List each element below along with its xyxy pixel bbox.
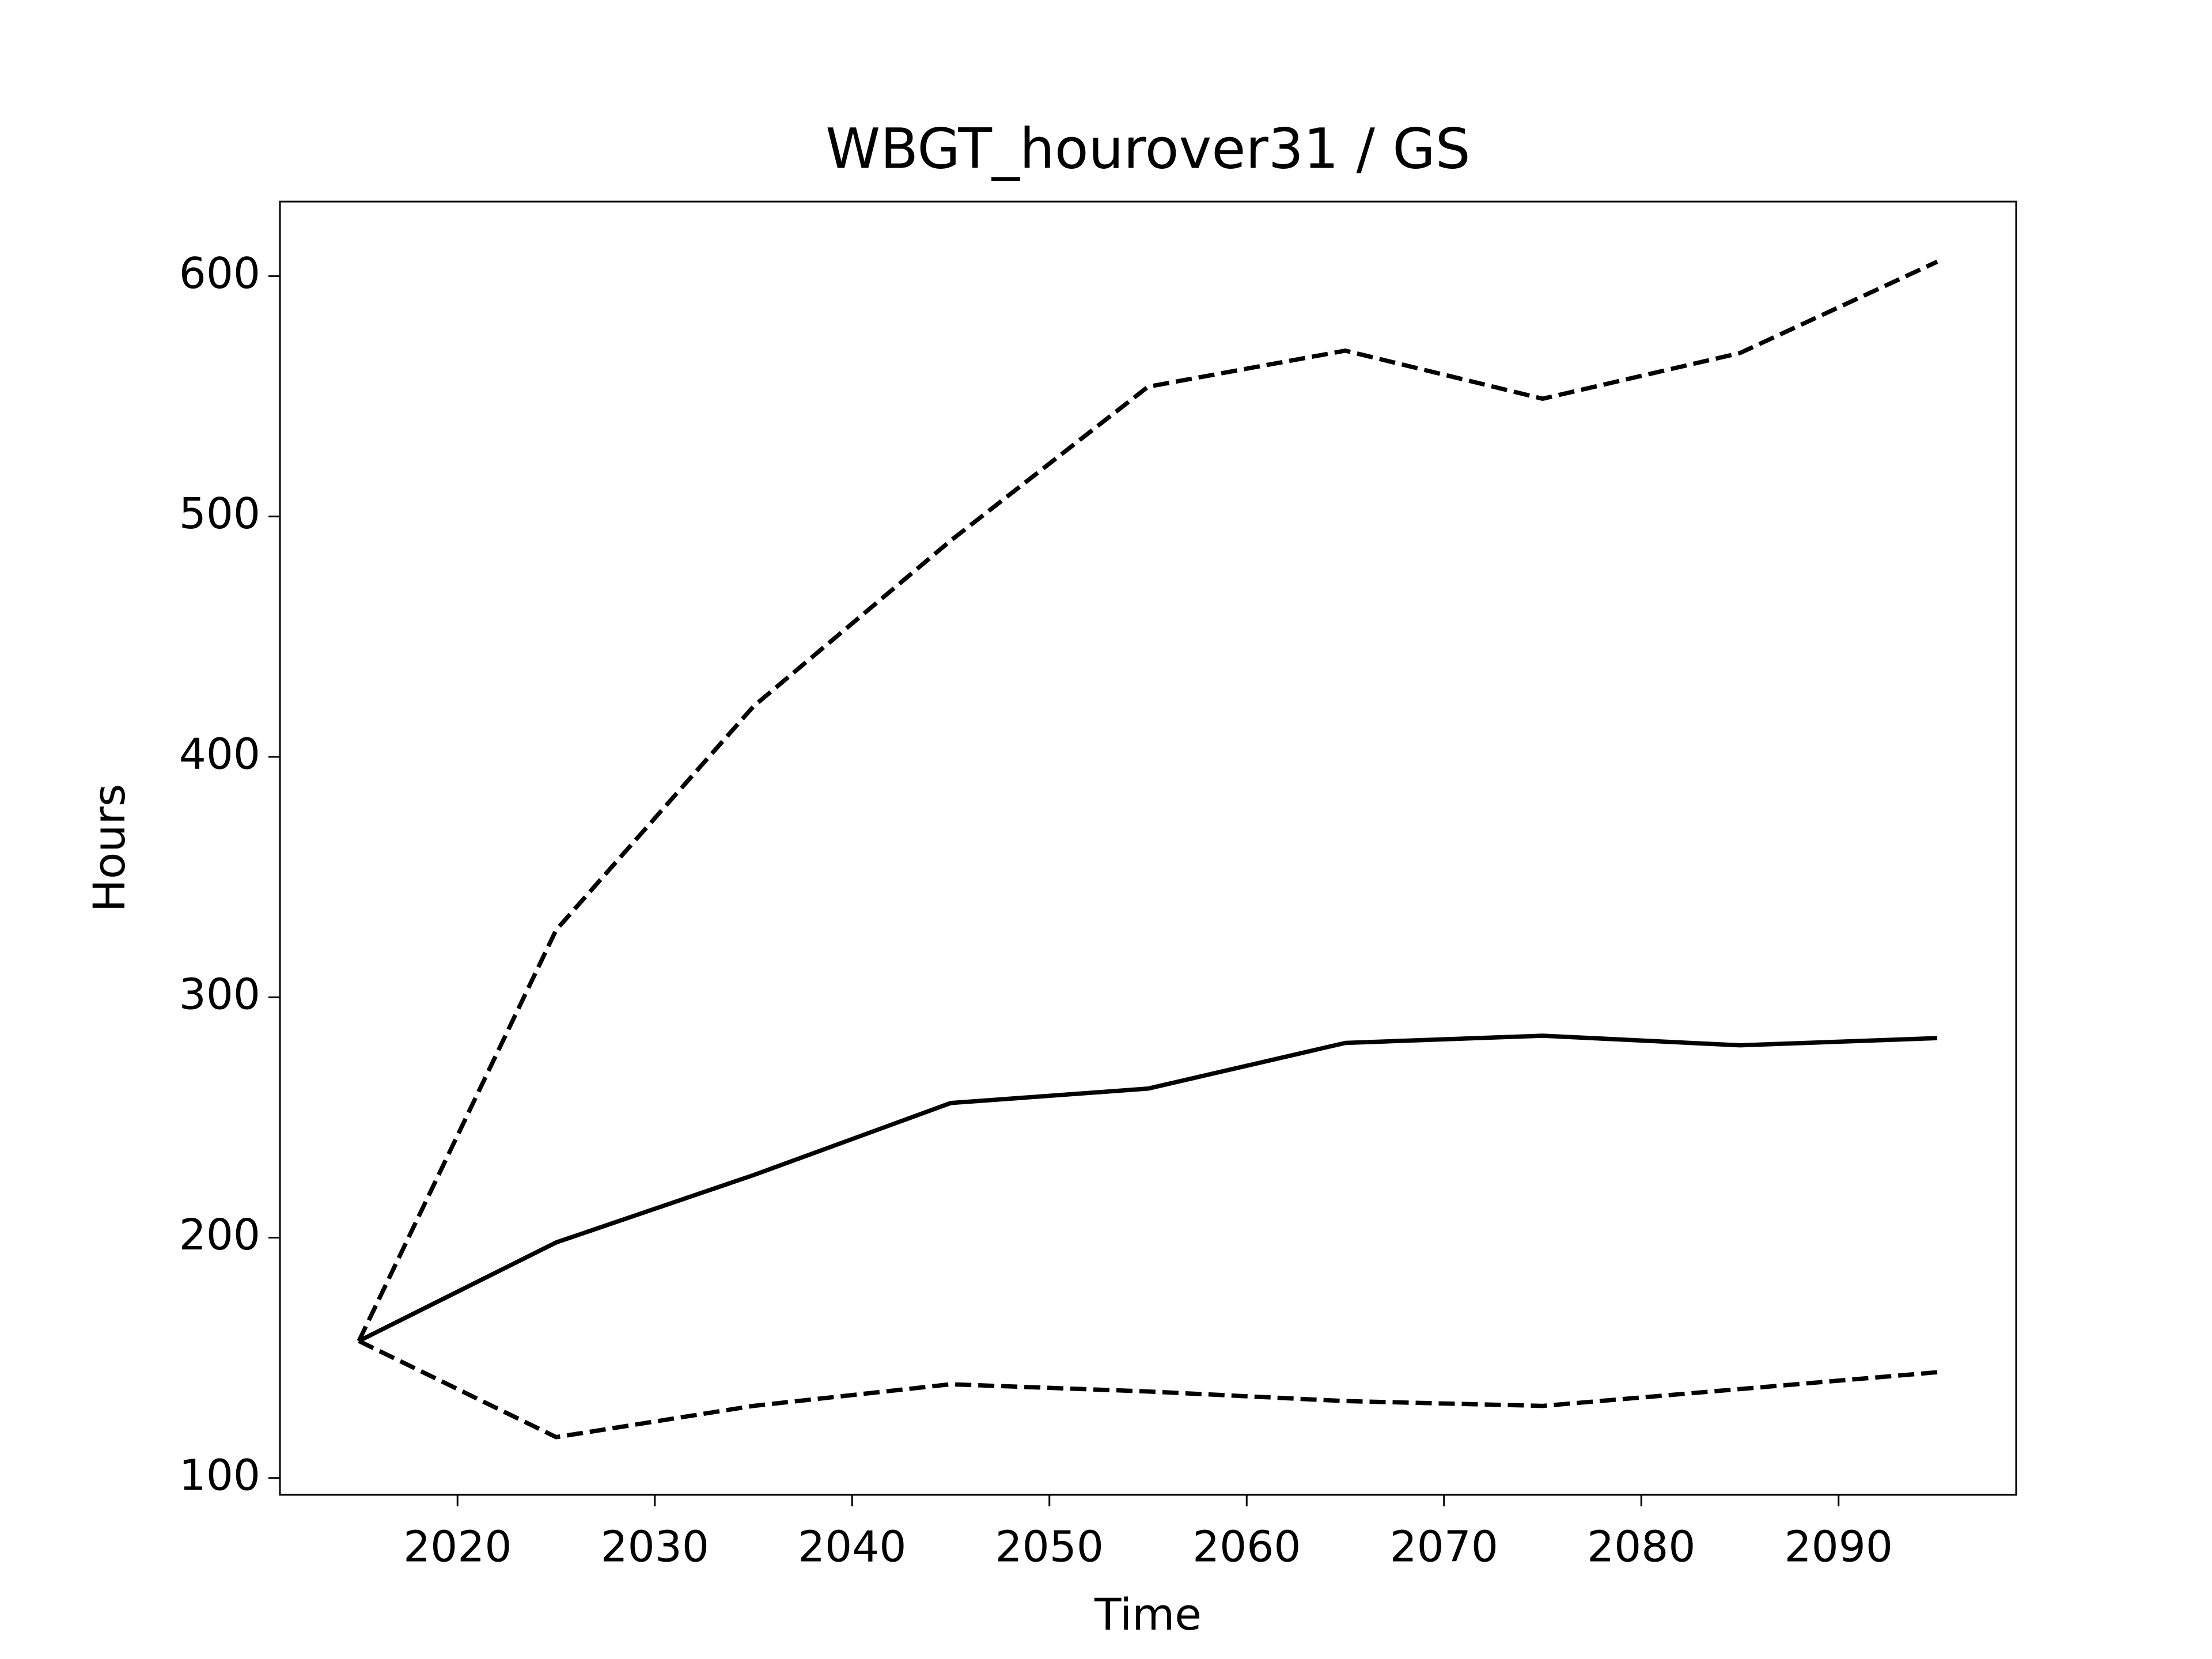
series-line: [358, 1339, 1938, 1440]
series-line: [358, 1033, 1938, 1343]
y-tick-label: 100: [179, 1450, 260, 1500]
x-tick-label: 2060: [1192, 1522, 1301, 1572]
chart-title: WBGT_hourover31 / GS: [825, 116, 1470, 181]
x-tick-label: 2040: [798, 1522, 906, 1572]
y-axis-label: Hours: [84, 784, 135, 912]
y-tick-label: 300: [179, 970, 260, 1020]
y-tick-label: 200: [179, 1210, 260, 1260]
x-tick-label: 2090: [1785, 1522, 1893, 1572]
series-line: [357, 259, 1938, 1342]
x-tick-label: 2070: [1390, 1522, 1498, 1572]
plot-frame: [279, 200, 2017, 1496]
x-tick-label: 2030: [601, 1522, 709, 1572]
x-axis-label: Time: [1094, 1589, 1202, 1640]
x-tick-label: 2020: [403, 1522, 512, 1572]
x-tick-label: 2080: [1587, 1522, 1695, 1572]
x-tick-label: 2050: [995, 1522, 1104, 1572]
y-tick-label: 600: [179, 249, 260, 298]
y-tick-label: 500: [179, 489, 260, 539]
y-tick-label: 400: [179, 729, 260, 779]
